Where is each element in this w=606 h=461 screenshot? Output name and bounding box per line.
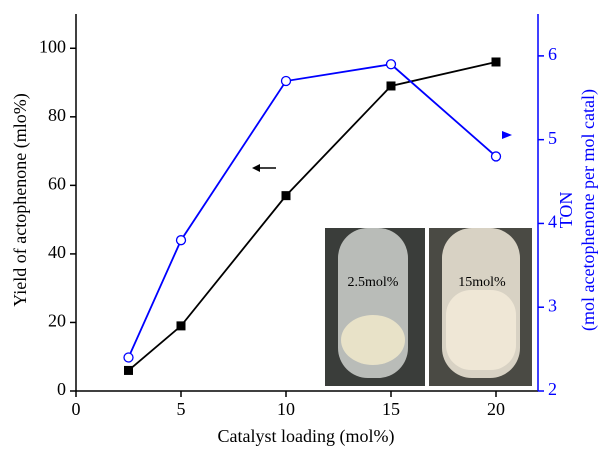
arrow <box>252 131 512 172</box>
y-tick-label: 40 <box>48 242 66 262</box>
x-axis-label: Catalyst loading (mol%) <box>218 426 395 447</box>
point <box>490 151 502 162</box>
inset-photo <box>325 228 532 386</box>
y2-axis-sublabel: (mol acetophenone per mol catal) <box>578 89 599 331</box>
x-tick-label: 0 <box>72 399 81 419</box>
y-tick-label: 60 <box>48 173 66 193</box>
y-tick-label: 80 <box>48 105 66 125</box>
point <box>176 321 186 331</box>
y2-tick-label: 6 <box>548 44 557 64</box>
inset-label: 15mol% <box>458 275 506 290</box>
point <box>491 57 501 67</box>
point <box>124 365 133 375</box>
point <box>281 191 291 201</box>
y-axis-label: Yield of actophenone (mlo%) <box>10 93 31 306</box>
y-tick-label: 100 <box>39 36 66 56</box>
y2-tick-label: 4 <box>548 212 557 232</box>
point <box>280 75 292 87</box>
point <box>175 235 187 246</box>
point <box>123 352 134 363</box>
x-tick-label: 20 <box>487 399 505 419</box>
x-tick-label: 5 <box>177 399 186 419</box>
x-tick-label: 15 <box>382 399 400 419</box>
point <box>386 81 396 91</box>
y2-tick-label: 2 <box>548 379 557 399</box>
point <box>385 59 397 70</box>
inset-label: 2.5mol% <box>348 275 399 290</box>
x-tick-label: 10 <box>277 399 295 419</box>
y-tick-label: 20 <box>48 311 66 331</box>
y2-tick-label: 5 <box>548 128 557 148</box>
y2-tick-label: 3 <box>548 295 557 315</box>
y2-axis-label: TON <box>556 192 576 229</box>
y-tick-label: 0 <box>57 379 66 399</box>
